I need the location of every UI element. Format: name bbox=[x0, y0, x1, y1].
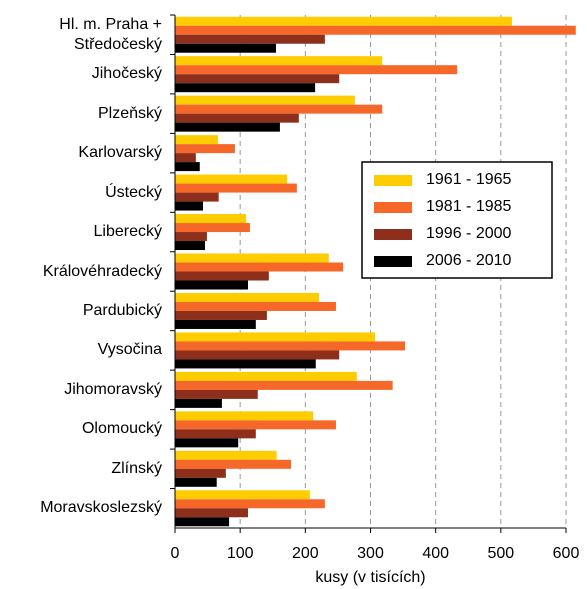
x-tick-label: 300 bbox=[357, 545, 384, 562]
bar bbox=[175, 499, 325, 509]
bar bbox=[175, 95, 355, 105]
bar bbox=[175, 292, 320, 302]
y-tick-label: Pardubický bbox=[82, 301, 162, 319]
bar bbox=[175, 25, 576, 35]
bar bbox=[175, 350, 340, 360]
bar bbox=[175, 122, 280, 132]
bar bbox=[175, 438, 239, 448]
x-tick-label: 100 bbox=[227, 545, 254, 562]
bar bbox=[175, 398, 222, 408]
y-tick-label: Plzeňský bbox=[97, 104, 162, 122]
bar bbox=[175, 192, 219, 202]
bar bbox=[175, 183, 297, 193]
x-tick-label: 500 bbox=[487, 545, 514, 562]
y-tick-label: Hl. m. Praha + Středočeský bbox=[59, 15, 162, 53]
y-tick-label: Jihočeský bbox=[91, 65, 162, 83]
bar bbox=[175, 104, 383, 114]
bar bbox=[175, 459, 291, 469]
bar bbox=[175, 310, 267, 320]
y-tick-label: Ústecký bbox=[105, 183, 162, 201]
legend-label: 1981 - 1985 bbox=[426, 198, 512, 215]
bar bbox=[175, 271, 269, 281]
bar bbox=[175, 411, 314, 421]
bar bbox=[175, 214, 247, 224]
y-tick-label: Moravskoslezský bbox=[40, 499, 162, 517]
bar bbox=[175, 450, 277, 460]
x-tick-label: 0 bbox=[171, 545, 180, 562]
bar bbox=[175, 113, 299, 123]
bar bbox=[175, 477, 217, 487]
bar bbox=[175, 280, 248, 290]
legend-swatch bbox=[374, 175, 412, 186]
bar bbox=[175, 380, 393, 390]
bar bbox=[175, 517, 230, 527]
bar bbox=[175, 223, 250, 233]
x-tick-label: 400 bbox=[422, 545, 449, 562]
bar bbox=[175, 371, 357, 381]
bar bbox=[175, 232, 207, 242]
bar bbox=[175, 65, 458, 75]
legend-swatch bbox=[374, 229, 412, 240]
y-tick-label: Jihomoravský bbox=[64, 380, 162, 398]
x-tick-label: 200 bbox=[292, 545, 319, 562]
legend-label: 1961 - 1965 bbox=[426, 171, 512, 188]
bar bbox=[175, 201, 204, 211]
bar bbox=[175, 429, 256, 439]
bar bbox=[175, 341, 406, 351]
bar bbox=[175, 74, 340, 84]
y-tick-label: Zlínský bbox=[111, 459, 162, 477]
bar bbox=[175, 508, 248, 518]
legend-label: 2006 - 2010 bbox=[426, 252, 512, 269]
legend-swatch bbox=[374, 202, 412, 213]
bar bbox=[175, 389, 258, 399]
bar bbox=[175, 135, 219, 145]
bar bbox=[175, 359, 316, 369]
bar bbox=[175, 16, 512, 26]
bar bbox=[175, 144, 235, 154]
y-tick-label: Královéhradecký bbox=[42, 262, 162, 280]
bar bbox=[175, 253, 329, 263]
bar bbox=[175, 262, 344, 272]
bar bbox=[175, 43, 277, 53]
bar bbox=[175, 332, 376, 342]
y-tick-label: Olomoucký bbox=[81, 420, 162, 438]
bar bbox=[175, 420, 336, 430]
x-axis-label: kusy (v tisících) bbox=[315, 569, 425, 586]
bar bbox=[175, 319, 256, 329]
bar bbox=[175, 241, 205, 251]
bar bbox=[175, 174, 288, 184]
bar bbox=[175, 301, 336, 311]
y-tick-label: Karlovarský bbox=[78, 144, 162, 162]
bar bbox=[175, 468, 226, 478]
legend-swatch bbox=[374, 256, 412, 267]
bar bbox=[175, 162, 200, 172]
bar bbox=[175, 490, 310, 500]
y-tick-label: Vysočina bbox=[97, 341, 162, 359]
bar bbox=[175, 153, 196, 163]
y-tick-label: Liberecký bbox=[93, 223, 162, 241]
x-tick-label: 600 bbox=[553, 545, 580, 562]
bar bbox=[175, 34, 325, 44]
legend-label: 1996 - 2000 bbox=[426, 225, 512, 242]
bar bbox=[175, 83, 316, 93]
bar bbox=[175, 56, 383, 66]
